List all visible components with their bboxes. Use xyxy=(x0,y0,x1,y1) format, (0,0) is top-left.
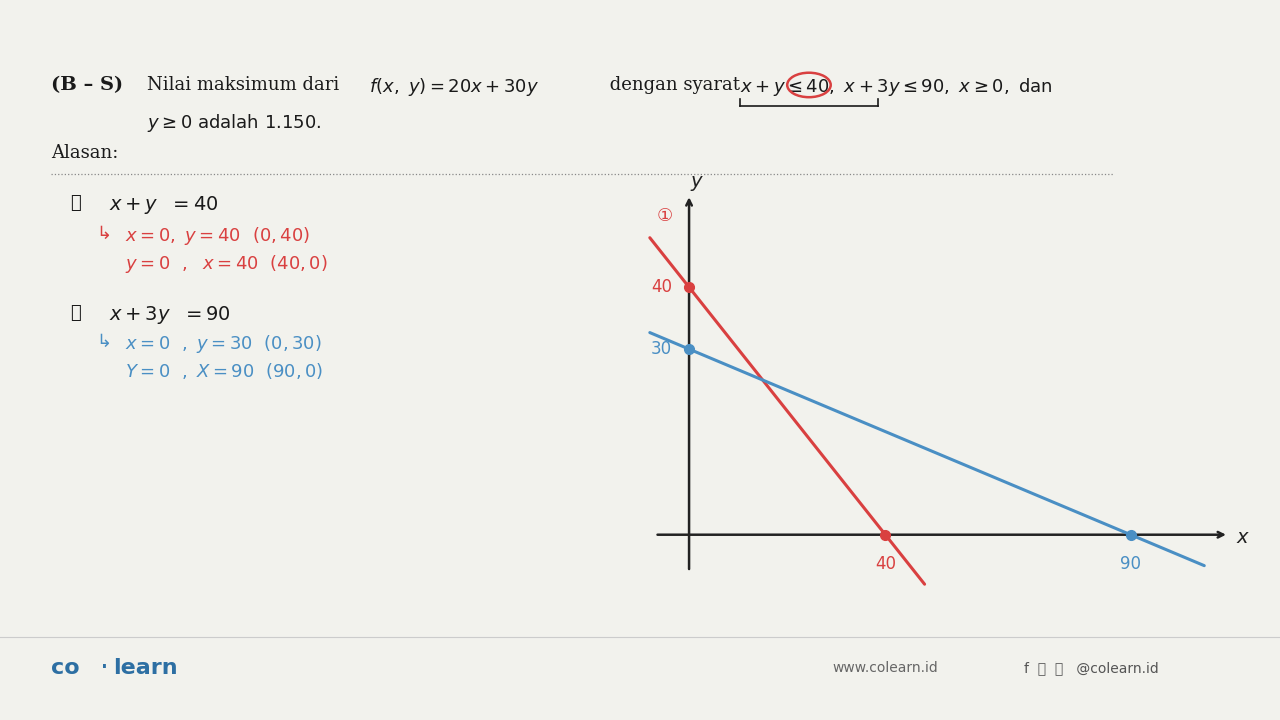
Text: $y \geq 0$ adalah 1.150.: $y \geq 0$ adalah 1.150. xyxy=(147,112,321,134)
Text: ↳: ↳ xyxy=(96,333,111,351)
Text: $x = 0\ \ ,\ y = 30\ \ (0, 30)$: $x = 0\ \ ,\ y = 30\ \ (0, 30)$ xyxy=(125,333,323,355)
Text: ↳: ↳ xyxy=(96,225,111,243)
Text: learn: learn xyxy=(113,658,177,678)
Text: $x + y \leq 40,\ x + 3y \leq 90,\ x \geq 0,$ dan: $x + y \leq 40,\ x + 3y \leq 90,\ x \geq… xyxy=(740,76,1052,98)
Text: co: co xyxy=(51,658,79,678)
Text: 90: 90 xyxy=(1120,554,1142,572)
Text: ②: ② xyxy=(70,304,81,322)
Text: 40: 40 xyxy=(874,554,896,572)
Text: $y = 0\ \ ,\ \ x = 40\ \ (40, 0)$: $y = 0\ \ ,\ \ x = 40\ \ (40, 0)$ xyxy=(125,253,328,276)
Text: 40: 40 xyxy=(652,278,672,296)
Text: Nilai maksimum dari: Nilai maksimum dari xyxy=(147,76,346,94)
Text: $x + y\ \ = 40$: $x + y\ \ = 40$ xyxy=(109,194,219,217)
Text: $Y = 0\ \ ,\ X = 90\ \ (90, 0)$: $Y = 0\ \ ,\ X = 90\ \ (90, 0)$ xyxy=(125,361,324,382)
Text: $x + 3y\ \ = 90$: $x + 3y\ \ = 90$ xyxy=(109,304,230,326)
Text: 30: 30 xyxy=(650,340,672,358)
Text: ①: ① xyxy=(657,207,672,225)
Text: $x = 0,\ y = 40\ \ (0, 40)$: $x = 0,\ y = 40\ \ (0, 40)$ xyxy=(125,225,311,247)
Text: y: y xyxy=(691,172,703,192)
Text: www.colearn.id: www.colearn.id xyxy=(832,661,938,675)
Text: Alasan:: Alasan: xyxy=(51,144,119,162)
Text: ·: · xyxy=(100,654,109,682)
Text: (B – S): (B – S) xyxy=(51,76,123,94)
Text: $f(x,\ y) = 20x + 30y$: $f(x,\ y) = 20x + 30y$ xyxy=(369,76,539,98)
Text: f       @colearn.id: f   @colearn.id xyxy=(1024,661,1158,675)
Text: ①: ① xyxy=(70,194,81,212)
Text: dengan syarat: dengan syarat xyxy=(604,76,746,94)
Text: x: x xyxy=(1236,528,1248,547)
